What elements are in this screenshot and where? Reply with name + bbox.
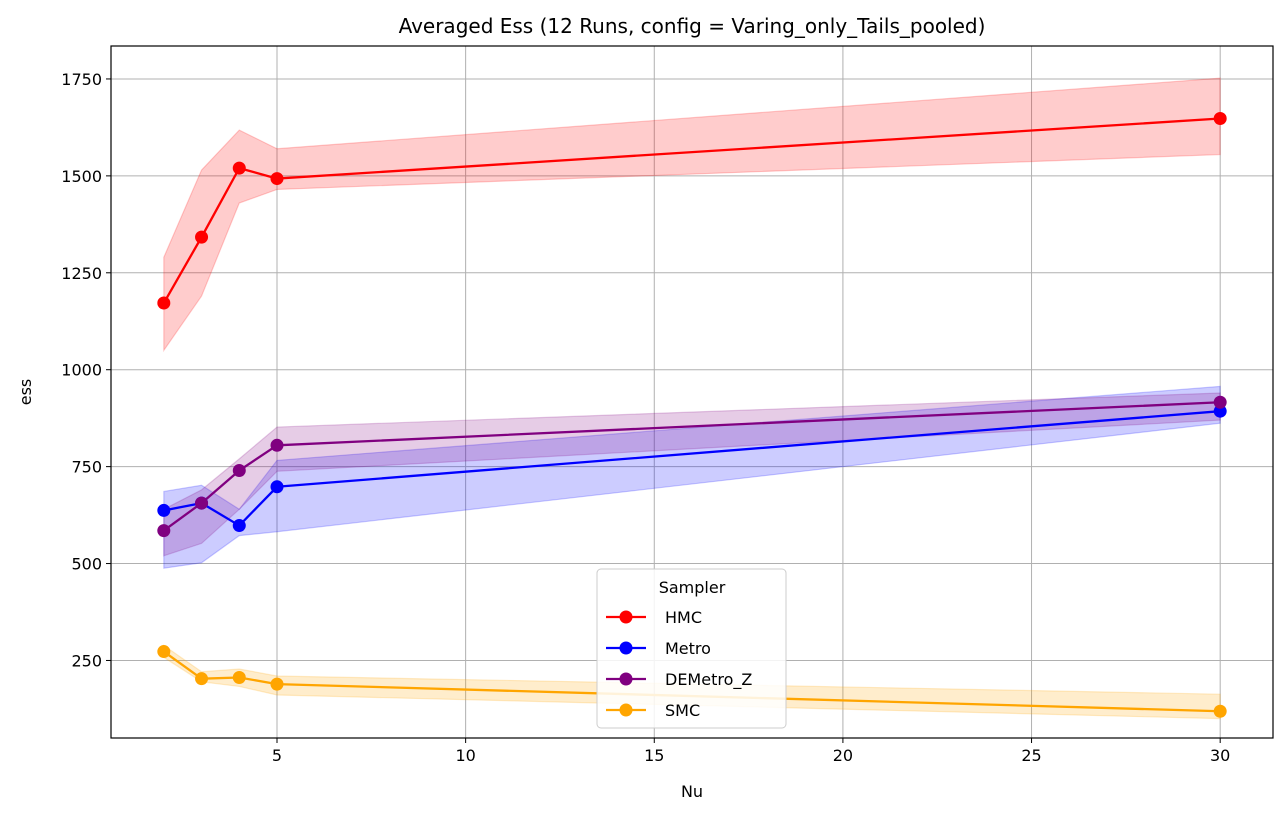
demetro-z-band — [163, 392, 1221, 557]
legend-hmc-marker — [619, 610, 633, 624]
hmc-point — [1213, 111, 1227, 125]
legend-entries: HMC Metro DEMetro_Z SMC — [606, 608, 752, 720]
demetro-z-point — [1213, 395, 1227, 409]
hmc-point — [270, 172, 284, 186]
smc-point — [1213, 704, 1227, 718]
hmc-point — [232, 161, 246, 175]
x-axis-label: Nu — [681, 782, 703, 801]
demetro-z-point — [270, 438, 284, 452]
x-tick-label: 30 — [1210, 746, 1230, 765]
hmc-point — [195, 230, 209, 244]
y-tick-label: 250 — [71, 651, 102, 670]
demetro-z-point — [232, 464, 246, 478]
legend-metro-label: Metro — [665, 639, 711, 658]
metro-point — [157, 503, 171, 517]
smc-point — [195, 672, 209, 686]
legend-title: Sampler — [659, 578, 726, 597]
smc-point — [157, 645, 171, 659]
y-tick-label: 750 — [71, 458, 102, 477]
smc-point — [232, 671, 246, 685]
axis-ticks: 5 10 15 20 25 30 250 500 750 1000 1250 1500 1750 — [61, 70, 1230, 765]
metro-point — [1213, 404, 1227, 418]
x-tick-label: 15 — [644, 746, 664, 765]
y-tick-label: 1500 — [61, 167, 102, 186]
metro-point — [232, 519, 246, 533]
legend-demetro-z-label: DEMetro_Z — [665, 670, 752, 690]
plot-frame — [110, 45, 1274, 739]
y-tick-label: 1000 — [61, 361, 102, 380]
hmc-band — [163, 77, 1221, 353]
hmc-point — [157, 296, 171, 310]
x-tick-label: 10 — [455, 746, 475, 765]
metro-point — [270, 480, 284, 494]
x-tick-label: 20 — [833, 746, 853, 765]
legend-smc-marker — [619, 703, 633, 717]
demetro-z-point — [157, 524, 171, 538]
demetro-z-point — [195, 496, 209, 510]
legend-metro-marker — [619, 641, 633, 655]
y-axis-label: ess — [16, 379, 35, 406]
series-points — [157, 111, 1227, 718]
x-tick-label: 25 — [1021, 746, 1041, 765]
legend-box — [596, 568, 787, 729]
smc-band — [163, 644, 1221, 720]
y-tick-label: 1250 — [61, 264, 102, 283]
legend-hmc-label: HMC — [665, 608, 702, 627]
x-tick-label: 5 — [272, 746, 282, 765]
y-tick-label: 500 — [71, 555, 102, 574]
chart-title: Averaged Ess (12 Runs, config = Varing_o… — [399, 14, 986, 38]
legend-demetro-z-marker — [619, 672, 633, 686]
legend-smc-label: SMC — [665, 701, 700, 720]
smc-point — [270, 677, 284, 691]
legend: Sampler HMC Metro DEMetro_Z SMC — [596, 568, 787, 729]
y-tick-label: 1750 — [61, 70, 102, 89]
